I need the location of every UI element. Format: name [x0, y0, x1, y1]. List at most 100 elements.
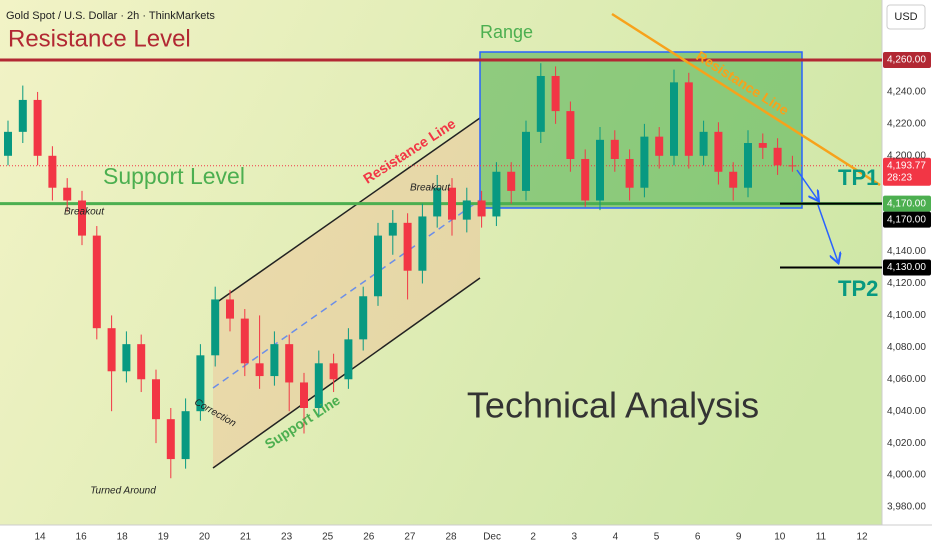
- breakout-label: Breakout: [410, 183, 451, 194]
- x-tick-label: 2: [530, 532, 536, 543]
- candle-body: [18, 99, 27, 132]
- candle-body: [773, 147, 782, 166]
- tp2-label: TP2: [838, 276, 878, 301]
- candle-body: [92, 235, 101, 329]
- candle-body: [655, 136, 664, 156]
- candle-body: [492, 171, 501, 217]
- candle-body: [536, 75, 545, 132]
- candle-body: [344, 339, 353, 380]
- candle-body: [270, 344, 279, 377]
- price-tag: [883, 211, 931, 228]
- candle-body: [418, 216, 427, 271]
- header-title: Gold Spot / U.S. Dollar · 2h · ThinkMark…: [6, 10, 215, 22]
- candle-body: [359, 296, 368, 340]
- y-tick-label: 4,140.00: [887, 246, 926, 257]
- x-tick-label: 18: [117, 532, 129, 543]
- x-tick-label: 26: [363, 532, 375, 543]
- candle-body: [240, 318, 249, 364]
- x-tick-label: 21: [240, 532, 252, 543]
- headline: Technical Analysis: [467, 385, 759, 426]
- resistance-level-label: Resistance Level: [8, 25, 191, 52]
- price-tag-label: 4,193.77: [887, 160, 926, 171]
- price-tag-label: 4,130.00: [887, 262, 926, 273]
- candle-body: [640, 136, 649, 188]
- x-tick-label: Dec: [483, 532, 501, 543]
- y-tick-label: 4,060.00: [887, 374, 926, 385]
- x-tick-label: 14: [34, 532, 46, 543]
- candle-body: [670, 82, 678, 156]
- candle-body: [78, 200, 86, 236]
- candle-body: [788, 165, 797, 167]
- candle-body: [507, 171, 516, 191]
- x-tick-label: 20: [199, 532, 211, 543]
- candle-body: [181, 411, 190, 460]
- channel-top: [212, 117, 481, 306]
- x-tick-label: 23: [281, 532, 293, 543]
- candle-body: [107, 328, 116, 372]
- x-tick-label: 11: [816, 532, 827, 543]
- candle-body: [714, 131, 723, 172]
- candle-body: [729, 171, 738, 188]
- y-tick-label: 4,200.00: [887, 150, 926, 161]
- candle-body: [596, 139, 604, 201]
- candle-body: [122, 344, 131, 372]
- price-tag-label: 4,170.00: [887, 214, 926, 225]
- y-tick-label: 4,220.00: [887, 119, 926, 130]
- candle-body: [285, 344, 294, 383]
- candle-body: [699, 131, 708, 156]
- price-tag: [883, 259, 931, 276]
- candle-body: [625, 158, 634, 188]
- candle-body: [4, 131, 12, 156]
- candle-body: [226, 299, 234, 319]
- y-tick-label: 4,000.00: [887, 470, 926, 481]
- y-tick-label: 4,240.00: [887, 87, 926, 98]
- candle-body: [581, 158, 590, 201]
- candle-body: [255, 363, 264, 377]
- time-axis: [0, 525, 932, 550]
- x-tick-label: 3: [572, 532, 578, 543]
- price-tag: [883, 195, 931, 212]
- x-tick-label: 27: [404, 532, 416, 543]
- arrow: [796, 169, 818, 200]
- price-tag: [883, 157, 931, 186]
- y-tick-label: 4,040.00: [887, 406, 926, 417]
- x-tick-label: 5: [654, 532, 660, 543]
- candle-body: [63, 187, 72, 201]
- candle-body: [684, 82, 693, 156]
- trend-line: [611, 12, 881, 187]
- x-tick-label: 9: [736, 532, 742, 543]
- candle-body: [448, 187, 456, 220]
- candle-body: [744, 143, 752, 188]
- candle-body: [462, 200, 471, 220]
- candle-body: [610, 139, 619, 159]
- x-tick-label: 10: [774, 532, 786, 543]
- currency[interactable]: USD: [894, 11, 917, 23]
- channel-mid: [212, 199, 481, 389]
- candle-body: [566, 111, 575, 159]
- y-tick-label: 4,080.00: [887, 342, 926, 353]
- currency-box[interactable]: [886, 4, 926, 30]
- candle-body: [477, 200, 486, 217]
- candle-body: [33, 99, 42, 156]
- candle-body: [166, 419, 175, 460]
- candle-body: [329, 363, 338, 380]
- arrow: [817, 204, 838, 262]
- x-tick-label: 6: [695, 532, 701, 543]
- price-tag-label: 4,170.00: [887, 198, 926, 209]
- candle-body: [314, 363, 323, 408]
- price-tag-label: 4,260.00: [887, 55, 926, 66]
- y-tick-label: 4,100.00: [887, 310, 926, 321]
- channel-area: [213, 118, 480, 468]
- y-tick-label: 4,120.00: [887, 278, 926, 289]
- candle-body: [196, 355, 205, 412]
- candle-body: [433, 187, 442, 217]
- candle-body: [388, 222, 397, 236]
- candle-body: [137, 344, 146, 380]
- candle-body: [522, 131, 530, 191]
- candle-body: [551, 75, 560, 112]
- x-tick-label: 4: [613, 532, 619, 543]
- tp1-label: TP1: [838, 165, 878, 190]
- y-tick-label: 3,980.00: [887, 502, 926, 513]
- x-tick-label: 19: [158, 532, 170, 543]
